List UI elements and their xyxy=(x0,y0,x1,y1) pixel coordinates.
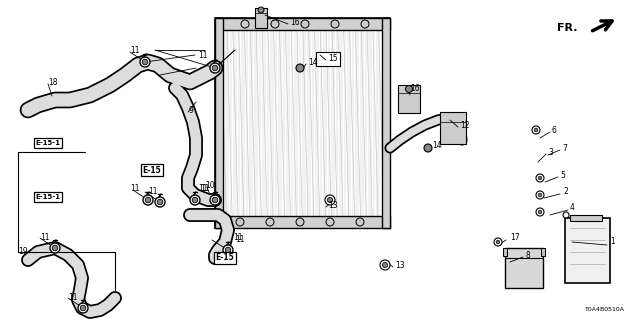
Text: 4: 4 xyxy=(570,204,575,212)
Circle shape xyxy=(536,208,544,216)
Circle shape xyxy=(538,193,542,197)
Circle shape xyxy=(210,63,220,73)
Text: 11: 11 xyxy=(148,188,157,196)
Circle shape xyxy=(145,197,151,203)
Text: 5: 5 xyxy=(560,171,565,180)
Circle shape xyxy=(328,197,333,203)
Text: 11: 11 xyxy=(40,234,49,243)
Text: 3: 3 xyxy=(548,148,553,156)
Text: 11: 11 xyxy=(68,292,77,301)
Bar xyxy=(255,8,267,28)
Circle shape xyxy=(78,303,88,313)
Circle shape xyxy=(331,20,339,28)
Circle shape xyxy=(80,305,86,311)
Bar xyxy=(503,248,507,256)
Bar xyxy=(316,52,340,66)
Bar xyxy=(215,18,390,30)
Circle shape xyxy=(212,65,218,71)
Text: 9: 9 xyxy=(188,106,193,115)
Bar xyxy=(215,18,390,228)
Text: 11: 11 xyxy=(130,183,140,193)
Bar xyxy=(541,248,545,256)
Circle shape xyxy=(361,20,369,28)
Text: 15: 15 xyxy=(328,53,338,62)
Circle shape xyxy=(380,260,390,270)
Text: 10: 10 xyxy=(205,180,214,189)
Circle shape xyxy=(424,144,432,152)
Text: 13: 13 xyxy=(328,201,338,210)
Circle shape xyxy=(140,57,150,67)
Text: 19: 19 xyxy=(18,247,28,257)
Circle shape xyxy=(563,212,569,218)
Bar xyxy=(440,112,466,144)
Text: 11: 11 xyxy=(233,234,243,243)
Bar xyxy=(505,248,543,288)
Bar xyxy=(565,218,610,283)
Circle shape xyxy=(383,262,387,268)
Circle shape xyxy=(536,174,544,182)
Circle shape xyxy=(534,128,538,132)
Bar xyxy=(382,18,390,228)
Circle shape xyxy=(241,20,249,28)
Circle shape xyxy=(212,197,218,203)
Circle shape xyxy=(258,7,264,13)
Text: 13: 13 xyxy=(395,260,404,269)
Text: 11: 11 xyxy=(130,45,140,54)
Bar xyxy=(398,85,420,113)
Text: 12: 12 xyxy=(460,121,470,130)
Circle shape xyxy=(326,218,334,226)
Text: E-15: E-15 xyxy=(143,165,161,174)
Text: 11: 11 xyxy=(198,183,207,193)
Text: 1: 1 xyxy=(610,237,615,246)
Text: 7: 7 xyxy=(562,143,567,153)
Circle shape xyxy=(225,247,231,253)
Circle shape xyxy=(143,195,153,205)
Text: 6: 6 xyxy=(552,125,557,134)
Bar xyxy=(215,18,223,228)
Text: 16: 16 xyxy=(290,18,300,27)
Circle shape xyxy=(538,176,542,180)
Circle shape xyxy=(296,218,304,226)
Text: FR.: FR. xyxy=(557,23,578,33)
Circle shape xyxy=(210,195,220,205)
Text: E-15-1: E-15-1 xyxy=(35,194,61,200)
Circle shape xyxy=(532,126,540,134)
Bar xyxy=(215,216,390,228)
Circle shape xyxy=(192,197,198,203)
Circle shape xyxy=(325,195,335,205)
Text: E-15-1: E-15-1 xyxy=(35,140,61,146)
Circle shape xyxy=(296,64,304,72)
Circle shape xyxy=(496,240,500,244)
Circle shape xyxy=(356,218,364,226)
Text: 8: 8 xyxy=(525,251,530,260)
Circle shape xyxy=(155,197,165,207)
Text: 11: 11 xyxy=(198,51,207,60)
Circle shape xyxy=(536,191,544,199)
Circle shape xyxy=(190,195,200,205)
Text: 17: 17 xyxy=(510,234,520,243)
Text: 16: 16 xyxy=(410,84,420,92)
Circle shape xyxy=(223,245,233,255)
Circle shape xyxy=(52,245,58,251)
Circle shape xyxy=(494,238,502,246)
Text: 18: 18 xyxy=(48,77,58,86)
Text: 11: 11 xyxy=(200,183,209,193)
Circle shape xyxy=(266,218,274,226)
Circle shape xyxy=(236,218,244,226)
Text: 14: 14 xyxy=(432,140,442,149)
Bar xyxy=(570,215,602,221)
Text: 14: 14 xyxy=(308,58,317,67)
Text: T0A4B0510A: T0A4B0510A xyxy=(585,307,625,312)
Circle shape xyxy=(406,85,413,92)
Circle shape xyxy=(301,20,309,28)
Text: E-15: E-15 xyxy=(216,253,234,262)
Text: 2: 2 xyxy=(563,188,568,196)
Text: 11: 11 xyxy=(235,236,244,244)
Circle shape xyxy=(538,210,542,214)
Circle shape xyxy=(50,243,60,253)
Circle shape xyxy=(271,20,279,28)
Circle shape xyxy=(157,199,163,205)
Circle shape xyxy=(142,59,148,65)
